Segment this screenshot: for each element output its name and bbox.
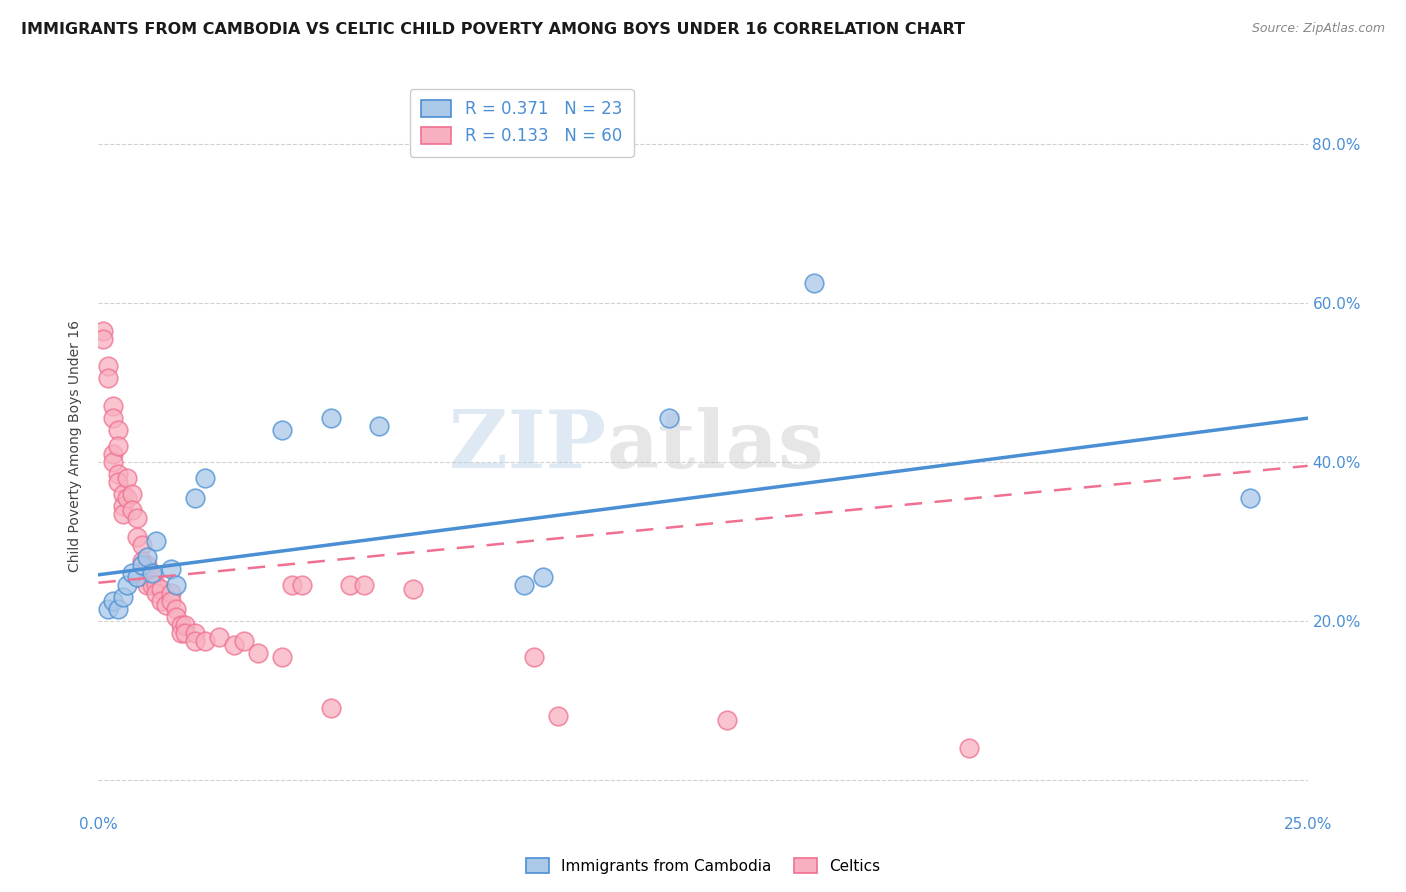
Point <box>658 411 681 425</box>
Point <box>131 538 153 552</box>
Point <box>368 419 391 434</box>
Point <box>135 558 157 573</box>
Point <box>145 578 167 592</box>
Point <box>141 570 163 584</box>
Point <box>101 455 124 469</box>
Point <box>145 534 167 549</box>
Point <box>247 646 270 660</box>
Point <box>353 578 375 592</box>
Point <box>184 491 207 505</box>
Point <box>121 486 143 500</box>
Point <box>194 633 217 648</box>
Point <box>111 590 134 604</box>
Point <box>135 550 157 565</box>
Point <box>101 594 124 608</box>
Point <box>121 566 143 581</box>
Point <box>160 594 183 608</box>
Point <box>150 594 173 608</box>
Point <box>101 399 124 413</box>
Point <box>141 566 163 581</box>
Point <box>141 578 163 592</box>
Point <box>222 638 245 652</box>
Point <box>271 649 294 664</box>
Point <box>165 610 187 624</box>
Point <box>91 324 114 338</box>
Point <box>155 598 177 612</box>
Point <box>101 411 124 425</box>
Point <box>135 578 157 592</box>
Point <box>174 625 197 640</box>
Point <box>169 625 191 640</box>
Point <box>127 530 149 544</box>
Point <box>716 714 738 728</box>
Point <box>513 578 536 592</box>
Point <box>1239 491 1261 505</box>
Point <box>165 602 187 616</box>
Point <box>319 411 342 425</box>
Point <box>160 562 183 576</box>
Point <box>174 618 197 632</box>
Point <box>107 423 129 437</box>
Point <box>290 578 312 592</box>
Point <box>135 570 157 584</box>
Point <box>107 475 129 489</box>
Text: atlas: atlas <box>606 407 824 485</box>
Point <box>184 625 207 640</box>
Y-axis label: Child Poverty Among Boys Under 16: Child Poverty Among Boys Under 16 <box>69 320 83 572</box>
Point <box>194 471 217 485</box>
Point <box>957 741 980 756</box>
Text: IMMIGRANTS FROM CAMBODIA VS CELTIC CHILD POVERTY AMONG BOYS UNDER 16 CORRELATION: IMMIGRANTS FROM CAMBODIA VS CELTIC CHILD… <box>21 22 965 37</box>
Point <box>165 578 187 592</box>
Legend: R = 0.371   N = 23, R = 0.133   N = 60: R = 0.371 N = 23, R = 0.133 N = 60 <box>409 88 634 157</box>
Point <box>145 586 167 600</box>
Point <box>208 630 231 644</box>
Point <box>281 578 304 592</box>
Point <box>319 701 342 715</box>
Point <box>531 570 554 584</box>
Point <box>97 359 120 374</box>
Point <box>271 423 294 437</box>
Point <box>107 467 129 481</box>
Point <box>117 491 139 505</box>
Legend: Immigrants from Cambodia, Celtics: Immigrants from Cambodia, Celtics <box>520 852 886 880</box>
Point <box>91 332 114 346</box>
Point <box>107 602 129 616</box>
Point <box>97 371 120 385</box>
Point <box>131 554 153 568</box>
Point <box>111 499 134 513</box>
Point <box>184 633 207 648</box>
Point <box>232 633 254 648</box>
Point <box>121 502 143 516</box>
Point <box>127 570 149 584</box>
Text: Source: ZipAtlas.com: Source: ZipAtlas.com <box>1251 22 1385 36</box>
Point <box>127 510 149 524</box>
Point <box>160 586 183 600</box>
Text: ZIP: ZIP <box>450 407 606 485</box>
Point <box>402 582 425 596</box>
Point <box>150 582 173 596</box>
Point <box>169 618 191 632</box>
Point <box>107 439 129 453</box>
Point <box>111 507 134 521</box>
Point <box>803 276 825 290</box>
Point <box>97 602 120 616</box>
Point <box>101 447 124 461</box>
Point <box>131 558 153 573</box>
Point <box>339 578 361 592</box>
Point <box>523 649 546 664</box>
Point <box>547 709 569 723</box>
Point <box>111 486 134 500</box>
Point <box>117 471 139 485</box>
Point <box>117 578 139 592</box>
